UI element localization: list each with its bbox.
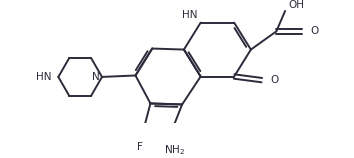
- Text: HN: HN: [35, 72, 51, 82]
- Text: OH: OH: [289, 0, 305, 10]
- Text: HN: HN: [182, 10, 197, 20]
- Text: O: O: [270, 75, 279, 85]
- Text: O: O: [310, 26, 319, 36]
- Text: NH$_2$: NH$_2$: [164, 143, 185, 157]
- Text: N: N: [92, 72, 100, 82]
- Text: F: F: [137, 142, 142, 152]
